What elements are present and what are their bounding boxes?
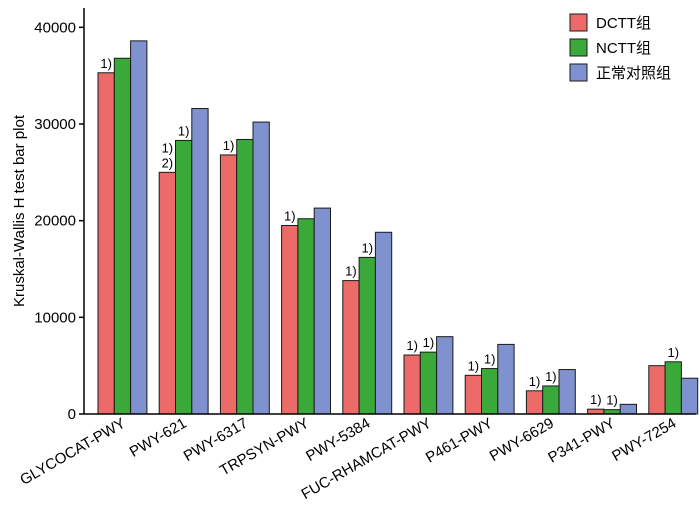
significance-label: 1) — [284, 209, 296, 224]
x-tick-label: P461-PWY — [423, 415, 496, 467]
bar-2-7 — [481, 368, 499, 415]
y-tick-label: 0 — [68, 406, 76, 423]
bar-1-6 — [403, 354, 421, 415]
significance-label: 1) — [361, 240, 373, 255]
legend-label: 正常对照组 — [596, 65, 671, 82]
significance-label: 1) — [223, 138, 235, 153]
significance-label: 1) — [178, 123, 190, 138]
significance-label: 1) — [345, 264, 357, 279]
bars-layer — [97, 40, 699, 415]
bar-3-9 — [619, 403, 638, 415]
y-tick-label: 10000 — [34, 309, 76, 326]
bar-1-8 — [525, 390, 544, 415]
bar-3-10 — [680, 377, 699, 415]
x-tick-label: PWY-7254 — [609, 415, 679, 465]
x-tick-label: PWY-6629 — [487, 415, 557, 465]
bar-3-3 — [252, 121, 270, 415]
legend-label: DCTT组 — [596, 15, 651, 32]
bar-1-7 — [464, 374, 483, 415]
bar-1-4 — [281, 225, 299, 415]
bar-2-3 — [236, 138, 254, 415]
bar-1-2 — [158, 171, 176, 415]
bar-1-10 — [648, 365, 666, 415]
significance-label: 1) — [484, 352, 496, 367]
bar-3-6 — [436, 336, 454, 415]
legend-label: NCTT组 — [596, 40, 651, 57]
significance-label: 2) — [162, 155, 174, 170]
bar-2-4 — [297, 218, 315, 415]
x-tick-label: GLYCOCAT-PWY — [17, 415, 128, 489]
x-tick-labels: GLYCOCAT-PWYPWY-621PWY-6317TRPSYN-PWYPWY… — [17, 415, 679, 503]
significance-label: 1) — [423, 335, 435, 350]
legend-swatch — [569, 38, 588, 57]
significance-label: 1) — [545, 369, 557, 384]
legend-swatch — [569, 63, 588, 82]
y-ticks: 0 10000 20000 30000 40000 — [34, 19, 84, 423]
significance-label: 1) — [590, 392, 602, 407]
bar-2-8 — [542, 385, 560, 415]
bar-3-7 — [497, 343, 515, 415]
bar-2-10 — [664, 361, 682, 415]
bar-2-2 — [175, 139, 193, 415]
bar-3-8 — [558, 369, 576, 415]
bar-3-2 — [191, 108, 209, 415]
x-tick-label: P341-PWY — [545, 415, 618, 467]
significance-label: 1) — [468, 358, 480, 373]
significance-label: 1) — [406, 338, 418, 353]
bar-3-5 — [374, 231, 393, 415]
bar-3-4 — [313, 207, 332, 415]
significance-label: 1) — [162, 140, 174, 155]
y-tick-label: 40000 — [34, 19, 76, 36]
legend-swatch — [569, 13, 588, 32]
annotations-layer: 1)1)2)1)1)1)1)1)1) 1)1) 1)1) 1)1) 1)1) — [100, 56, 679, 408]
y-tick-label: 20000 — [34, 213, 76, 230]
bar-2-6 — [419, 351, 438, 415]
bar-2-1 — [113, 57, 132, 415]
bar-2-5 — [358, 256, 376, 415]
significance-label: 1) — [529, 374, 541, 389]
bar-1-5 — [342, 280, 360, 415]
significance-label: 1) — [667, 345, 679, 360]
bar-1-3 — [219, 154, 238, 415]
bar-1-1 — [97, 72, 115, 415]
x-tick-label: PWY-621 — [127, 415, 190, 461]
bar-3-1 — [130, 40, 148, 415]
y-axis-title: Kruskal-Wallis H test bar plot — [11, 114, 28, 307]
significance-label: 1) — [100, 56, 112, 71]
y-tick-label: 30000 — [34, 116, 76, 133]
significance-label: 1) — [606, 393, 618, 408]
